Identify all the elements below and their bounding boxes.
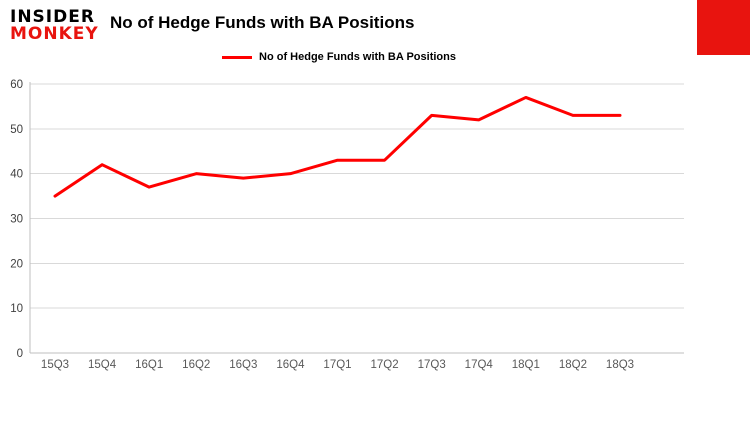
svg-text:50: 50 <box>10 124 23 136</box>
svg-text:60: 60 <box>10 79 23 91</box>
svg-text:16Q3: 16Q3 <box>229 359 257 371</box>
svg-text:18Q2: 18Q2 <box>559 359 587 371</box>
svg-text:17Q2: 17Q2 <box>371 359 399 371</box>
svg-text:18Q3: 18Q3 <box>606 359 634 371</box>
svg-text:30: 30 <box>10 214 23 226</box>
svg-text:20: 20 <box>10 258 23 270</box>
chart-legend: No of Hedge Funds with BA Positions <box>222 51 456 63</box>
svg-text:40: 40 <box>10 169 23 181</box>
svg-text:17Q3: 17Q3 <box>418 359 446 371</box>
logo-text-insider: INSIDER <box>10 7 95 27</box>
legend-line-swatch <box>222 55 252 59</box>
logo-text-monkey: MONKEY <box>10 24 99 44</box>
svg-text:17Q1: 17Q1 <box>323 359 351 371</box>
svg-text:15Q3: 15Q3 <box>41 359 69 371</box>
chart-title: No of Hedge Funds with BA Positions <box>110 13 415 32</box>
svg-text:16Q4: 16Q4 <box>276 359 305 371</box>
legend-label: No of Hedge Funds with BA Positions <box>259 51 456 63</box>
svg-text:17Q4: 17Q4 <box>465 359 494 371</box>
svg-text:16Q2: 16Q2 <box>182 359 210 371</box>
svg-text:16Q1: 16Q1 <box>135 359 163 371</box>
svg-text:15Q4: 15Q4 <box>88 359 117 371</box>
svg-text:10: 10 <box>10 303 23 315</box>
svg-text:0: 0 <box>17 348 23 360</box>
insider-monkey-logo: INSIDER MONKEY <box>10 9 99 43</box>
red-corner-block <box>697 0 750 55</box>
svg-text:18Q1: 18Q1 <box>512 359 540 371</box>
